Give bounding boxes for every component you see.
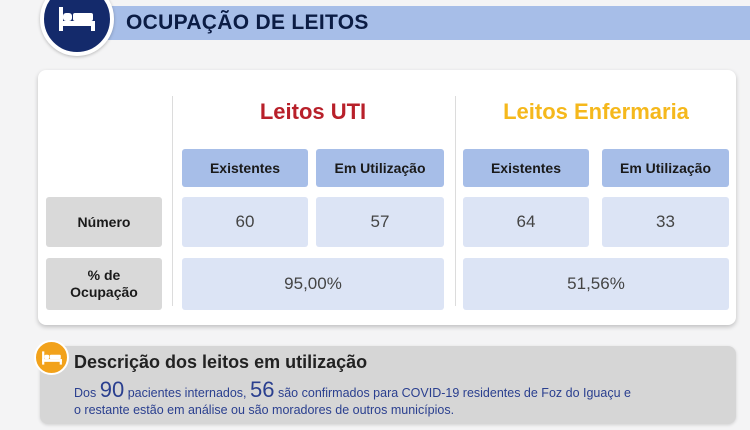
column-header-enfermaria-em-utilizacao: Em Utilização (602, 149, 729, 187)
internados-count: 90 (99, 377, 125, 402)
cell-uti-existentes: 60 (182, 197, 308, 247)
row-label-numero: Número (77, 213, 131, 230)
header-badge (40, 0, 114, 56)
group-title-enfermaria: Leitos Enfermaria (503, 99, 689, 124)
row-header-numero: Número (46, 197, 162, 247)
cell-uti-ocupacao: 95,00% (182, 258, 444, 310)
cell-enfermaria-em-utilizacao: 33 (602, 197, 729, 247)
page-title: OCUPAÇÃO DE LEITOS (126, 11, 369, 34)
description-text: pacientes internados, (127, 386, 247, 400)
cell-enfermaria-ocupacao: 51,56% (463, 258, 729, 310)
description-text: são confirmados para COVID-19 residentes… (277, 386, 631, 400)
description-title: Descrição dos leitos em utilização (74, 352, 368, 372)
cell-enfermaria-existentes: 64 (463, 197, 589, 247)
description-line-1: Dos 90 pacientes internados, 56 são conf… (74, 377, 631, 403)
group-title-uti: Leitos UTI (259, 99, 367, 124)
confirmados-count: 56 (250, 377, 275, 402)
column-header-uti-existentes: Existentes (182, 149, 308, 187)
cell-uti-em-utilizacao: 57 (316, 197, 444, 247)
column-header-enfermaria-existentes: Existentes (463, 149, 589, 187)
row-label-ocupacao-line1: % de (87, 267, 121, 283)
bed-icon (59, 7, 95, 31)
row-label-ocupacao-line2: Ocupação (70, 284, 138, 300)
header-bar (50, 6, 750, 40)
bed-icon (41, 350, 62, 365)
divider (455, 96, 456, 306)
description-panel (40, 346, 736, 424)
description-text: Dos (74, 386, 97, 400)
description-badge (34, 340, 69, 375)
column-header-uti-em-utilizacao: Em Utilização (316, 149, 444, 187)
description-line-2: o restante estão em análise ou são morad… (74, 403, 455, 417)
divider (172, 96, 173, 306)
row-header-ocupacao: % de Ocupação (46, 258, 162, 310)
